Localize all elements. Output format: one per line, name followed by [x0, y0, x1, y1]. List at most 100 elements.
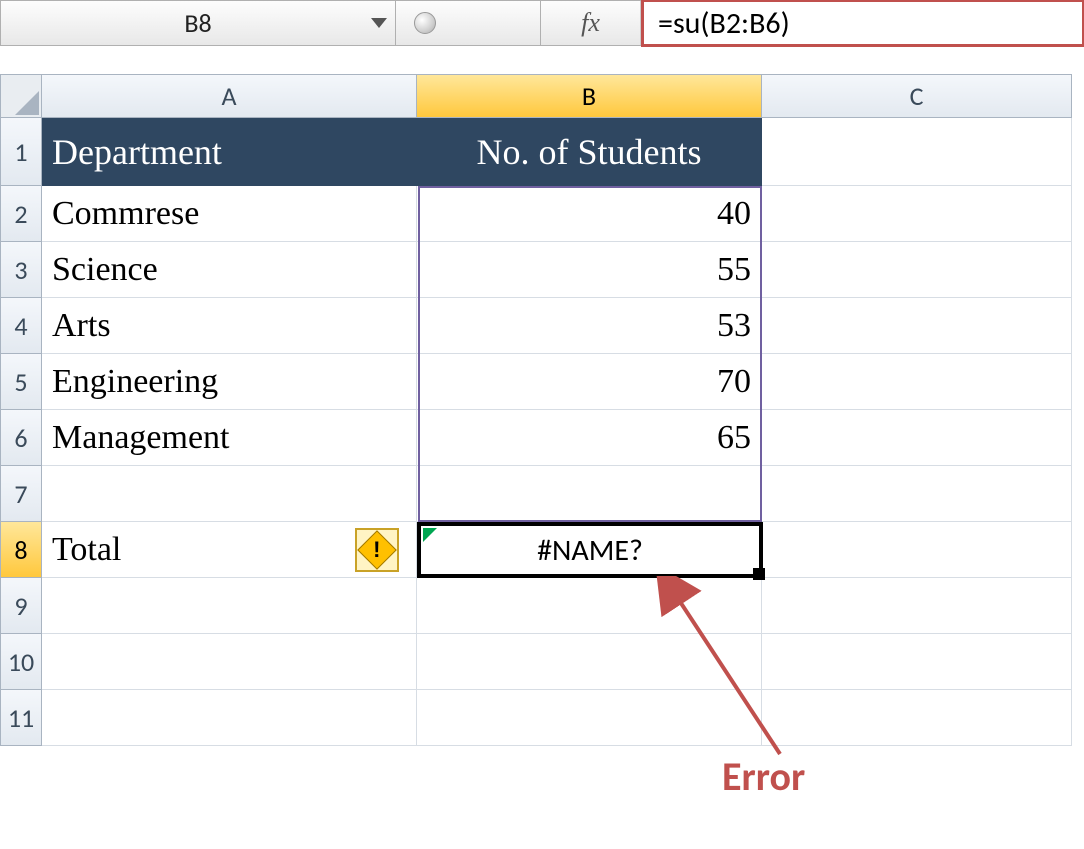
table-row: Science 55 — [42, 242, 1072, 298]
cell-B8[interactable] — [417, 522, 762, 578]
cell-A6[interactable]: Management — [42, 410, 417, 466]
table-row: Management 65 — [42, 410, 1072, 466]
cell-C4[interactable] — [762, 298, 1072, 354]
row-header-8[interactable]: 8 — [0, 522, 42, 578]
cell-A1[interactable]: Department — [42, 118, 417, 186]
cell-A10[interactable] — [42, 634, 417, 690]
cell-value: Engineering — [52, 363, 218, 401]
cell-value: Arts — [52, 307, 111, 345]
row-label: 3 — [14, 254, 27, 286]
cell-B7[interactable] — [417, 466, 762, 522]
table-row: Engineering 70 — [42, 354, 1072, 410]
cell-B4[interactable]: 53 — [417, 298, 762, 354]
row-header-5[interactable]: 5 — [0, 354, 42, 410]
table-row: Commrese 40 — [42, 186, 1072, 242]
formula-bar: B8 fx =su(B2:B6) — [0, 0, 1084, 46]
error-smart-tag[interactable]: ! — [355, 528, 399, 572]
cell-C3[interactable] — [762, 242, 1072, 298]
row-label: 2 — [14, 198, 27, 230]
column-label: C — [910, 80, 924, 112]
row-label: 7 — [14, 478, 27, 510]
table-row — [42, 578, 1072, 634]
cell-B6[interactable]: 65 — [417, 410, 762, 466]
row-label: 11 — [8, 702, 34, 734]
name-box-dropdown-icon[interactable] — [371, 18, 387, 28]
row-label: 9 — [14, 590, 27, 622]
row-header-7[interactable]: 7 — [0, 466, 42, 522]
row-header-1[interactable]: 1 — [0, 118, 42, 186]
cell-C6[interactable] — [762, 410, 1072, 466]
formula-bar-controls — [396, 1, 541, 45]
cell-C7[interactable] — [762, 466, 1072, 522]
cell-B1[interactable]: No. of Students — [417, 118, 762, 186]
cell-value: 70 — [717, 363, 751, 401]
cell-C1[interactable] — [762, 118, 1072, 186]
cell-A9[interactable] — [42, 578, 417, 634]
annotation-arrow-icon — [650, 576, 830, 766]
select-all-button[interactable] — [0, 74, 42, 118]
row-label: 8 — [14, 534, 27, 566]
annotation-label: Error — [722, 752, 805, 801]
row-header-9[interactable]: 9 — [0, 578, 42, 634]
cell-A5[interactable]: Engineering — [42, 354, 417, 410]
row-label: 1 — [14, 136, 27, 168]
row-header-11[interactable]: 11 — [0, 690, 42, 746]
cell-value: Science — [52, 251, 158, 289]
cell-A11[interactable] — [42, 690, 417, 746]
spreadsheet: A B C 1 2 3 4 5 6 7 8 9 10 11 Department… — [0, 74, 1084, 774]
row-label: 6 — [14, 422, 27, 454]
table-row — [42, 634, 1072, 690]
cell-grid: Department No. of Students Commrese 40 S… — [42, 118, 1072, 746]
row-header-3[interactable]: 3 — [0, 242, 42, 298]
cell-A7[interactable] — [42, 466, 417, 522]
cell-value: 53 — [717, 307, 751, 345]
cell-B2[interactable]: 40 — [417, 186, 762, 242]
cell-A3[interactable]: Science — [42, 242, 417, 298]
column-headers: A B C — [42, 74, 1072, 118]
fx-label: fx — [581, 8, 600, 38]
exclamation-icon: ! — [373, 537, 380, 563]
column-header-B[interactable]: B — [417, 74, 762, 118]
column-label: A — [221, 80, 236, 112]
formula-text: =su(B2:B6) — [658, 5, 790, 42]
insert-function-button[interactable]: fx — [541, 1, 641, 45]
row-headers: 1 2 3 4 5 6 7 8 9 10 11 — [0, 118, 42, 746]
cell-C5[interactable] — [762, 354, 1072, 410]
cell-value: Department — [52, 131, 222, 173]
column-header-C[interactable]: C — [762, 74, 1072, 118]
select-all-icon — [15, 91, 39, 115]
cell-A2[interactable]: Commrese — [42, 186, 417, 242]
table-row — [42, 466, 1072, 522]
row-label: 4 — [14, 310, 27, 342]
name-box-value: B8 — [184, 7, 211, 39]
cell-value: 55 — [717, 251, 751, 289]
cell-C2[interactable] — [762, 186, 1072, 242]
row-header-6[interactable]: 6 — [0, 410, 42, 466]
cell-value: 40 — [717, 195, 751, 233]
annotation-text: Error — [722, 752, 805, 801]
cell-value: 65 — [717, 419, 751, 457]
table-row: Department No. of Students — [42, 118, 1072, 186]
row-label: 10 — [8, 646, 34, 678]
row-header-2[interactable]: 2 — [0, 186, 42, 242]
row-header-10[interactable]: 10 — [0, 634, 42, 690]
cell-B5[interactable]: 70 — [417, 354, 762, 410]
cell-B3[interactable]: 55 — [417, 242, 762, 298]
formula-input[interactable]: =su(B2:B6) — [641, 0, 1084, 47]
table-row: Arts 53 — [42, 298, 1072, 354]
column-header-A[interactable]: A — [42, 74, 417, 118]
cell-A4[interactable]: Arts — [42, 298, 417, 354]
cell-value: Management — [52, 419, 230, 457]
cell-value: Total — [52, 531, 121, 569]
cell-value: No. of Students — [477, 131, 702, 173]
warning-diamond-icon: ! — [357, 530, 397, 570]
row-label: 5 — [14, 366, 27, 398]
name-box[interactable]: B8 — [1, 1, 396, 45]
table-row: Total — [42, 522, 1072, 578]
cell-C8[interactable] — [762, 522, 1072, 578]
row-header-4[interactable]: 4 — [0, 298, 42, 354]
table-row — [42, 690, 1072, 746]
column-label: B — [582, 80, 596, 112]
cancel-icon[interactable] — [414, 12, 436, 34]
cell-value: Commrese — [52, 195, 199, 233]
